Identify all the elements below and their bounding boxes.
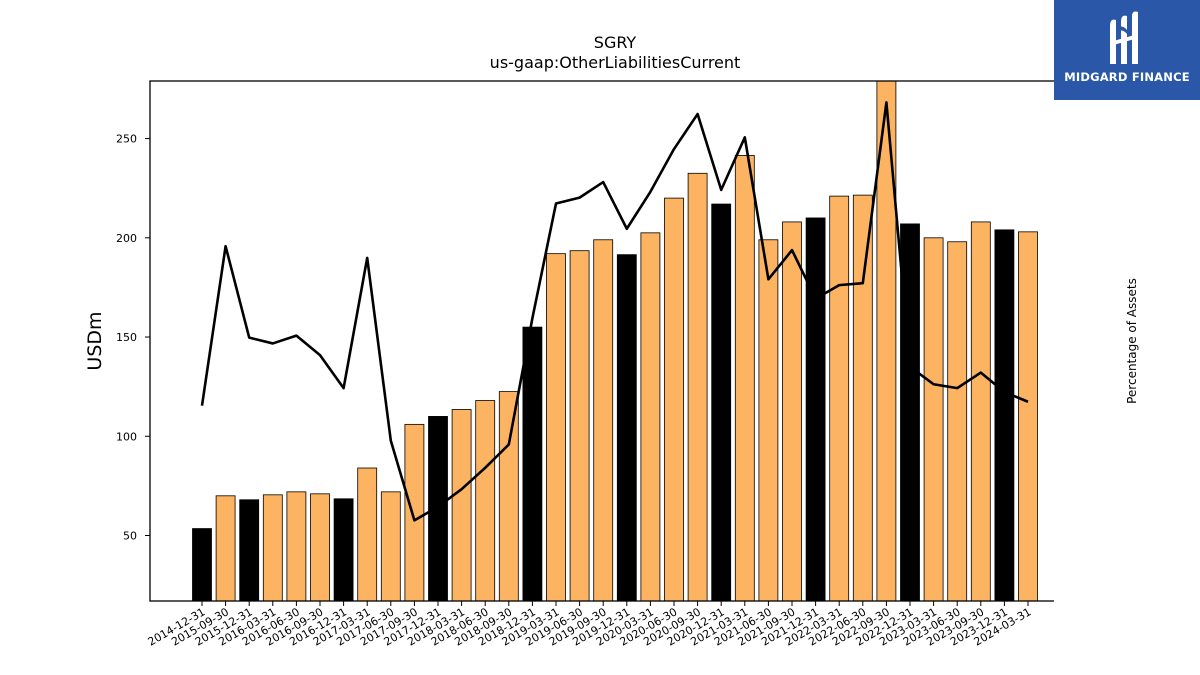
bar-2018-06-30	[475, 400, 496, 602]
y-tick-label: 100	[116, 430, 137, 443]
logo-mark-icon	[1110, 11, 1138, 65]
bar-2017-09-30	[404, 423, 425, 602]
bar-2015-09-30	[215, 495, 236, 602]
y-tick-label: 150	[116, 331, 137, 344]
bar-2016-06-30	[286, 491, 307, 602]
y2-axis-label: Percentage of Assets	[1125, 278, 1139, 404]
bar-2017-06-30	[380, 491, 401, 602]
bar-2021-06-30	[758, 239, 779, 602]
bar-2023-12-31	[994, 229, 1015, 602]
bar-2019-09-30	[593, 239, 614, 602]
bar-2020-09-30	[687, 172, 708, 602]
bar-2019-03-31	[546, 253, 566, 602]
bar-2017-03-31	[357, 467, 378, 602]
bar-2023-09-30	[970, 221, 991, 602]
percentage-line	[200, 101, 1029, 522]
y-axis-label: USDm	[84, 311, 106, 370]
bars	[192, 80, 1038, 602]
bar-2018-03-31	[451, 409, 472, 602]
midgard-finance-logo: MIDGARD FINANCE	[1054, 0, 1200, 100]
bar-2020-03-31	[640, 232, 661, 602]
bar-2018-12-31	[522, 326, 543, 602]
chart-subtitle: us-gaap:OtherLiabilitiesCurrent	[490, 53, 741, 72]
bar-2022-06-30	[852, 194, 873, 602]
x-axis: 2014-12-312015-09-302015-12-312016-03-31…	[146, 601, 1034, 649]
bar-2016-12-31	[333, 498, 354, 602]
bar-2019-06-30	[569, 250, 590, 602]
right-axis-area: Percentage of Assets	[1125, 278, 1139, 404]
y-tick-label: 50	[123, 530, 137, 543]
bar-2021-09-30	[782, 221, 802, 602]
bar-2021-03-31	[734, 155, 755, 602]
bar-2020-12-31	[711, 203, 732, 602]
bar-2023-03-31	[923, 237, 944, 602]
bar-2016-09-30	[310, 493, 330, 602]
y-axis: 50 100 150 200 250	[116, 133, 150, 543]
chart-title: SGRY	[594, 33, 637, 52]
bar-2021-12-31	[805, 217, 826, 602]
bar-2014-12-31	[192, 528, 212, 602]
bar-2022-03-31	[829, 195, 850, 602]
plot-frame	[149, 80, 1054, 602]
bar-2024-03-31	[1018, 231, 1038, 602]
bar-2015-12-31	[239, 499, 260, 602]
bar-2020-06-30	[664, 197, 684, 602]
y-tick-label: 250	[116, 133, 137, 146]
y-tick-label: 200	[116, 232, 137, 245]
bar-2017-12-31	[428, 416, 448, 602]
bar-2018-09-30	[498, 391, 519, 602]
bar-2023-06-30	[947, 241, 968, 602]
bar-2019-12-31	[616, 254, 637, 602]
logo-text: MIDGARD FINANCE	[1064, 70, 1190, 84]
chart: SGRY us-gaap:OtherLiabilitiesCurrent 50 1…	[84, 33, 1054, 649]
bar-2016-03-31	[262, 494, 283, 602]
